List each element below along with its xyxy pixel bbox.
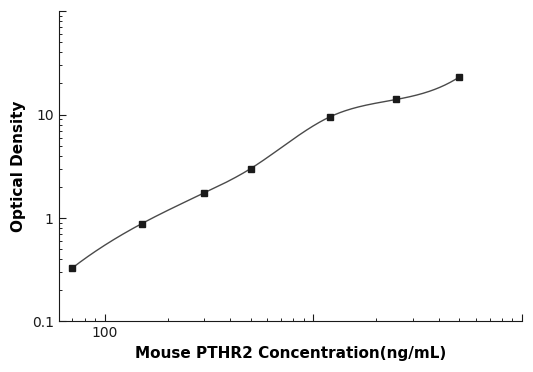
X-axis label: Mouse PTHR2 Concentration(ng/mL): Mouse PTHR2 Concentration(ng/mL) xyxy=(135,346,446,361)
Y-axis label: Optical Density: Optical Density xyxy=(11,100,26,232)
